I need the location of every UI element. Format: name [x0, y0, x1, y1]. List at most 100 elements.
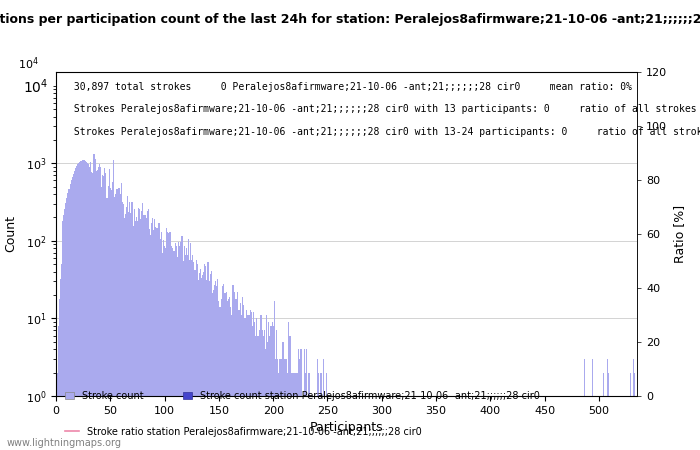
Text: Detections per participation count of the last 24h for station: Peralejos8afirmw: Detections per participation count of th…: [0, 14, 700, 27]
Bar: [305, 373, 307, 450]
Bar: [248, 315, 250, 450]
Bar: [307, 396, 309, 450]
Bar: [65, 203, 66, 450]
Bar: [99, 164, 100, 450]
Bar: [451, 396, 452, 450]
Bar: [302, 396, 303, 450]
Bar: [539, 396, 540, 450]
Bar: [559, 396, 561, 450]
Bar: [240, 302, 241, 450]
Bar: [469, 396, 470, 450]
Bar: [110, 188, 111, 450]
Bar: [400, 396, 401, 450]
Bar: [59, 299, 60, 450]
Bar: [57, 326, 59, 450]
Bar: [114, 197, 116, 450]
Bar: [321, 396, 323, 450]
Bar: [200, 269, 201, 450]
Bar: [335, 396, 337, 450]
Bar: [518, 396, 519, 450]
Bar: [353, 396, 354, 450]
Bar: [199, 273, 200, 450]
Bar: [92, 173, 94, 450]
Bar: [101, 187, 102, 450]
Bar: [158, 223, 159, 450]
Bar: [390, 396, 391, 450]
Bar: [241, 315, 242, 450]
Bar: [181, 236, 183, 450]
Bar: [127, 196, 128, 450]
Bar: [360, 396, 362, 450]
Bar: [543, 396, 544, 450]
Bar: [146, 218, 147, 450]
Bar: [183, 246, 185, 450]
Bar: [213, 290, 214, 450]
Bar: [504, 396, 505, 450]
Bar: [124, 218, 125, 450]
Bar: [79, 162, 81, 450]
Bar: [337, 396, 338, 450]
Bar: [288, 322, 289, 450]
Bar: [165, 248, 166, 450]
Bar: [532, 396, 533, 450]
Bar: [137, 221, 138, 450]
Bar: [148, 209, 149, 450]
Bar: [118, 188, 120, 450]
Bar: [214, 285, 215, 450]
Bar: [258, 330, 260, 450]
Bar: [293, 373, 295, 450]
Bar: [300, 349, 301, 450]
Bar: [289, 336, 290, 450]
Bar: [67, 193, 69, 450]
Bar: [162, 253, 163, 450]
Bar: [528, 396, 529, 450]
Bar: [190, 243, 191, 450]
Bar: [610, 396, 612, 450]
Bar: [339, 396, 340, 450]
Bar: [174, 251, 175, 450]
Bar: [398, 396, 400, 450]
Bar: [351, 396, 352, 450]
Bar: [126, 207, 127, 450]
Bar: [153, 230, 154, 450]
Bar: [379, 396, 380, 450]
Bar: [277, 359, 278, 450]
Bar: [87, 163, 88, 450]
Bar: [220, 299, 222, 450]
Bar: [204, 264, 205, 450]
Bar: [349, 396, 350, 450]
Bar: [125, 214, 126, 450]
Bar: [429, 396, 430, 450]
Bar: [238, 310, 239, 450]
Bar: [274, 301, 275, 450]
Legend: Stroke count, Stroke count station Peralejos8afirmware;21-10-06 -ant;21;;;;;;28 : Stroke count, Stroke count station Peral…: [61, 387, 544, 405]
Bar: [299, 359, 300, 450]
Bar: [236, 299, 237, 450]
Bar: [172, 248, 173, 450]
Bar: [266, 315, 267, 450]
Bar: [465, 396, 466, 450]
Text: $10^4$: $10^4$: [18, 55, 39, 72]
Bar: [372, 396, 374, 450]
Bar: [563, 396, 564, 450]
Bar: [154, 219, 155, 450]
Bar: [76, 166, 77, 450]
Bar: [533, 396, 534, 450]
Bar: [309, 396, 311, 450]
Bar: [78, 163, 79, 450]
Bar: [74, 171, 75, 450]
Bar: [187, 255, 188, 450]
Bar: [104, 168, 106, 450]
Bar: [209, 281, 210, 450]
Bar: [237, 292, 238, 450]
Bar: [459, 396, 461, 450]
Bar: [98, 167, 99, 450]
Bar: [634, 373, 636, 450]
Y-axis label: Ratio [%]: Ratio [%]: [673, 205, 686, 263]
Bar: [61, 264, 62, 450]
Bar: [83, 160, 84, 450]
Bar: [175, 243, 176, 450]
Bar: [346, 396, 348, 450]
Text: Strokes Peralejos8afirmware;21-10-06 -ant;21;;;;;;28 cir0 with 13 participants: : Strokes Peralejos8afirmware;21-10-06 -an…: [68, 104, 700, 114]
Bar: [195, 260, 197, 450]
